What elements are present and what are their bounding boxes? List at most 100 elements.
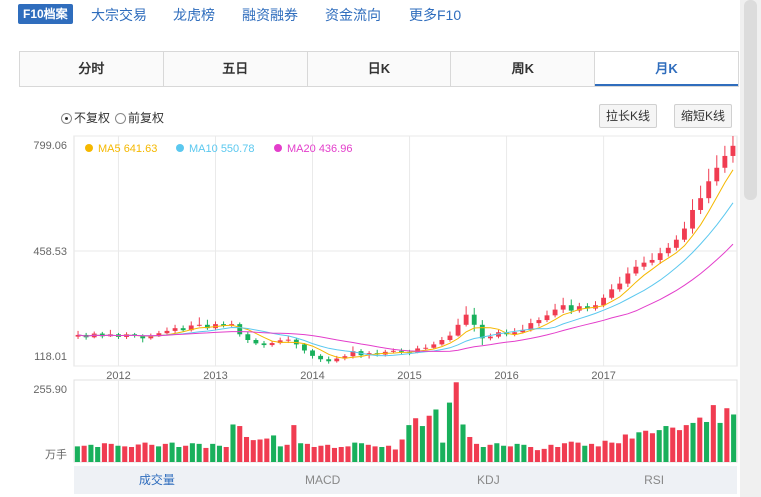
kline-chart[interactable]: 799.06 458.53 118.01 255.90 万手 2012 2013 2… bbox=[0, 0, 761, 466]
tab-volume[interactable]: 成交量 bbox=[138, 473, 175, 487]
volume-bar bbox=[311, 446, 317, 462]
volume-bar bbox=[710, 405, 716, 462]
volume-bar bbox=[277, 446, 283, 462]
f10-badge[interactable]: F10档案 bbox=[18, 4, 73, 24]
x-tick-label: 2017 bbox=[591, 370, 615, 382]
volume-bar bbox=[338, 446, 344, 462]
volume-bar bbox=[413, 418, 419, 462]
candle-body bbox=[342, 356, 348, 359]
volume-bar bbox=[649, 433, 655, 462]
volume-bar bbox=[216, 445, 222, 462]
tab-daily-k[interactable]: 日K bbox=[307, 52, 452, 86]
adjust-option-none-label: 不复权 bbox=[74, 111, 111, 125]
volume-bar bbox=[379, 446, 385, 462]
tab-rsi[interactable]: RSI bbox=[644, 473, 665, 487]
ma20-legend-label: MA20 436.96 bbox=[287, 143, 352, 155]
volume-bar bbox=[372, 446, 378, 462]
volume-bar bbox=[88, 444, 94, 462]
candle-body bbox=[649, 259, 655, 263]
candle-body bbox=[310, 350, 315, 356]
volume-bar bbox=[203, 447, 209, 462]
y-tick-label: 458.53 bbox=[33, 246, 67, 258]
candle-body bbox=[75, 334, 81, 337]
candle-body bbox=[431, 344, 437, 348]
radio-checked-icon[interactable] bbox=[61, 112, 72, 124]
candle-body bbox=[682, 228, 687, 240]
adjust-option-forward-label: 前复权 bbox=[128, 111, 165, 125]
candle-body bbox=[148, 336, 154, 339]
volume-bar bbox=[345, 446, 351, 462]
volume-bar bbox=[453, 382, 459, 462]
volume-bar bbox=[663, 426, 669, 462]
volume-bar bbox=[108, 443, 114, 462]
candle-body bbox=[221, 324, 227, 326]
candle-body bbox=[698, 198, 704, 210]
candle-body bbox=[99, 333, 105, 337]
volume-bar bbox=[257, 439, 263, 462]
nav-link-fund-flow[interactable]: 资金流向 bbox=[325, 7, 381, 23]
nav-link-dragon-tiger[interactable]: 龙虎榜 bbox=[173, 7, 215, 23]
volume-bar bbox=[622, 434, 628, 462]
adjust-option-none[interactable]: 不复权 bbox=[61, 111, 110, 125]
volume-bar bbox=[521, 444, 527, 462]
candle-body bbox=[455, 324, 461, 336]
volume-bar bbox=[291, 425, 297, 462]
volume-bar bbox=[636, 432, 642, 462]
volume-bar bbox=[507, 446, 513, 462]
candle-body bbox=[568, 305, 574, 311]
candle-body bbox=[641, 262, 647, 267]
tab-intraday[interactable]: 分时 bbox=[20, 52, 164, 86]
volume-bar bbox=[162, 443, 168, 462]
volume-bar bbox=[101, 443, 107, 462]
ma-lines bbox=[77, 169, 734, 359]
volume-bar bbox=[358, 443, 365, 462]
candle-body bbox=[665, 247, 671, 254]
ma20-line bbox=[77, 243, 734, 352]
candle-body bbox=[188, 325, 194, 331]
volume-bar bbox=[156, 446, 162, 462]
shorter-k-button[interactable]: 缩短K线 bbox=[674, 104, 733, 128]
nav-link-block-trade[interactable]: 大宗交易 bbox=[91, 7, 147, 23]
y-tick-label: 799.06 bbox=[33, 140, 67, 152]
volume-bar bbox=[264, 438, 270, 462]
volume-bar bbox=[602, 440, 608, 462]
adjust-option-forward[interactable]: 前复权 bbox=[115, 111, 164, 125]
scrollbar-thumb[interactable] bbox=[744, 0, 757, 200]
candle-body bbox=[576, 306, 582, 311]
volume-bar bbox=[683, 425, 689, 462]
tab-kdj[interactable]: KDJ bbox=[477, 473, 500, 487]
f10-nav: F10档案 大宗交易 龙虎榜 融资融券 资金流向 更多F10 bbox=[0, 0, 761, 30]
volume-bar bbox=[731, 414, 737, 462]
volume-bar bbox=[575, 442, 581, 462]
volume-bar bbox=[81, 445, 87, 462]
candle-body bbox=[536, 320, 542, 324]
volume-bar bbox=[304, 443, 310, 462]
tab-macd[interactable]: MACD bbox=[304, 473, 341, 487]
tab-weekly-k[interactable]: 周K bbox=[451, 52, 596, 86]
volume-bar bbox=[406, 425, 412, 462]
candle-body bbox=[196, 324, 202, 326]
volume-bar bbox=[433, 409, 439, 462]
volume-bar bbox=[616, 443, 622, 462]
volume-bar bbox=[196, 443, 202, 462]
nav-link-more-f10[interactable]: 更多F10 bbox=[409, 7, 462, 23]
radio-unchecked-icon[interactable] bbox=[115, 112, 126, 124]
tab-five-day[interactable]: 五日 bbox=[163, 52, 308, 86]
candle-body bbox=[673, 239, 679, 248]
x-tick-label: 2015 bbox=[397, 370, 421, 382]
volume-bar bbox=[446, 402, 453, 462]
nav-link-margin[interactable]: 融资融券 bbox=[242, 7, 298, 23]
tab-monthly-k[interactable]: 月K bbox=[595, 52, 738, 86]
volume-bar bbox=[440, 442, 446, 462]
volume-bar bbox=[704, 421, 710, 462]
candle-body bbox=[512, 332, 518, 335]
longer-k-button[interactable]: 拉长K线 bbox=[599, 104, 658, 128]
candle-body bbox=[617, 283, 623, 290]
volume-bar bbox=[595, 446, 601, 462]
candle-body bbox=[423, 347, 429, 349]
volume-bar bbox=[717, 422, 723, 462]
page-scrollbar[interactable] bbox=[740, 0, 761, 497]
candle-body bbox=[204, 324, 210, 329]
candle-body bbox=[350, 351, 356, 357]
x-tick-label: 2014 bbox=[300, 370, 324, 382]
